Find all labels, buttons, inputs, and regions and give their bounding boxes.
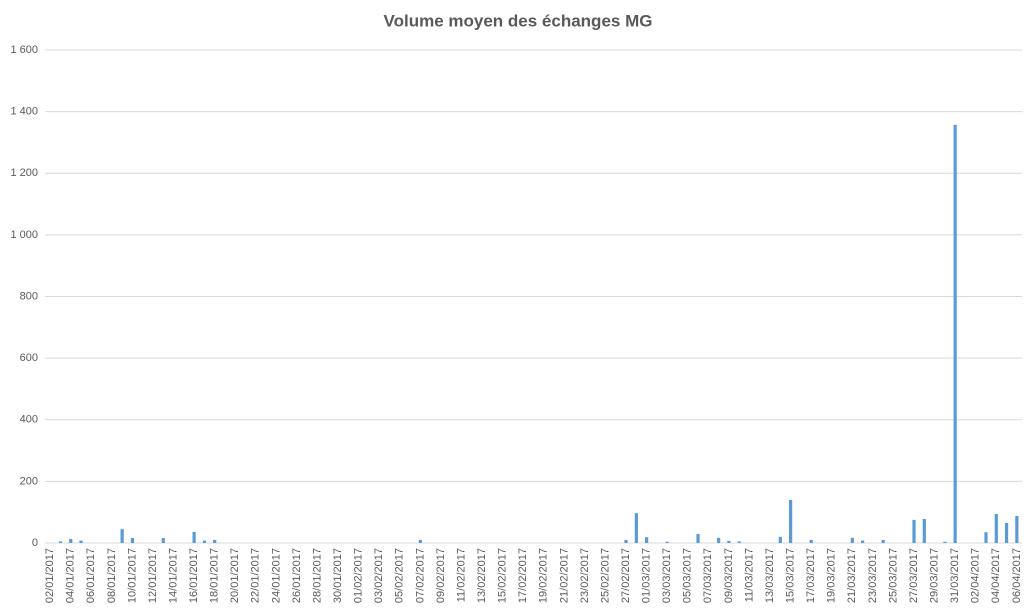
x-tick-label: 07/03/2017	[702, 548, 714, 603]
bar	[789, 499, 793, 543]
x-tick-label: 22/01/2017	[250, 548, 262, 603]
x-tick-label: 29/03/2017	[928, 548, 940, 603]
y-tick-label: 1 000	[10, 229, 38, 241]
x-tick-label: 21/02/2017	[558, 548, 570, 603]
x-tick-label: 03/02/2017	[373, 548, 385, 603]
x-tick-label: 06/04/2017	[1011, 548, 1023, 603]
bar	[696, 534, 700, 543]
x-tick-label: 11/03/2017	[743, 548, 755, 602]
bar	[881, 539, 885, 543]
bar	[778, 536, 782, 543]
x-tick-label: 05/02/2017	[394, 548, 406, 603]
chart-title: Volume moyen des échanges MG	[384, 11, 653, 30]
x-tick-label: 03/03/2017	[661, 548, 673, 603]
bar	[120, 529, 124, 543]
bar	[727, 540, 731, 543]
x-tick-label: 16/01/2017	[188, 548, 200, 603]
bar	[809, 539, 813, 543]
x-tick-label: 27/02/2017	[620, 548, 632, 603]
x-tick-label: 11/02/2017	[455, 548, 467, 602]
bar	[850, 537, 854, 543]
x-tick-label: 02/04/2017	[970, 548, 982, 603]
x-tick-label: 20/01/2017	[229, 548, 241, 603]
y-tick-label: 400	[20, 414, 38, 426]
bar	[912, 519, 916, 543]
x-tick-label: 28/01/2017	[311, 548, 323, 603]
x-tick-label: 06/01/2017	[85, 548, 97, 603]
x-tick-label: 10/01/2017	[126, 548, 138, 603]
x-tick-label: 19/02/2017	[538, 548, 550, 603]
y-tick-label: 1 200	[10, 167, 38, 179]
x-tick-label: 09/03/2017	[723, 548, 735, 603]
x-tick-label: 17/02/2017	[517, 548, 529, 603]
x-tick-label: 19/03/2017	[826, 548, 838, 603]
x-tick-label: 21/03/2017	[846, 548, 858, 603]
x-tick-label: 09/02/2017	[435, 548, 447, 603]
x-tick-label: 18/01/2017	[209, 548, 221, 603]
bar	[79, 540, 83, 543]
y-tick-label: 1 600	[10, 44, 38, 56]
x-tick-label: 01/02/2017	[353, 548, 365, 603]
x-tick-label: 04/04/2017	[990, 548, 1002, 603]
bar	[943, 541, 947, 543]
x-tick-label: 14/01/2017	[167, 548, 179, 603]
x-tick-label: 30/01/2017	[332, 548, 344, 603]
x-tick-label: 26/01/2017	[291, 548, 303, 603]
bar	[213, 539, 217, 543]
bar	[161, 538, 165, 543]
bar	[1015, 515, 1019, 543]
x-tick-label: 25/02/2017	[599, 548, 611, 603]
x-tick-label: 15/03/2017	[785, 548, 797, 603]
x-tick-label: 17/03/2017	[805, 548, 817, 603]
x-tick-label: 12/01/2017	[147, 548, 159, 603]
bar	[69, 538, 73, 543]
bar	[737, 541, 741, 543]
x-tick-label: 27/03/2017	[908, 548, 920, 603]
y-tick-label: 600	[20, 352, 38, 364]
x-tick-label: 24/01/2017	[270, 548, 282, 603]
bar	[922, 518, 926, 543]
x-tick-label: 23/03/2017	[867, 548, 879, 603]
bar	[624, 539, 628, 543]
bar	[645, 537, 649, 543]
x-tick-label: 04/01/2017	[65, 548, 77, 603]
x-tick-label: 25/03/2017	[887, 548, 899, 603]
x-tick-label: 13/02/2017	[476, 548, 488, 603]
bar	[634, 513, 638, 543]
bar	[717, 537, 721, 543]
x-tick-label: 01/03/2017	[641, 548, 653, 603]
x-tick-label: 31/03/2017	[949, 548, 961, 603]
y-tick-label: 800	[20, 290, 38, 302]
y-tick-label: 200	[20, 475, 38, 487]
x-tick-label: 23/02/2017	[579, 548, 591, 603]
bar	[860, 540, 865, 543]
x-tick-label: 13/03/2017	[764, 548, 776, 603]
bar	[58, 541, 63, 543]
bar	[994, 514, 998, 543]
bar	[1004, 522, 1009, 543]
y-tick-label: 1 400	[10, 106, 38, 118]
x-tick-label: 05/03/2017	[682, 548, 694, 603]
bar	[130, 538, 135, 543]
bar	[202, 540, 207, 543]
x-tick-label: 02/01/2017	[44, 548, 56, 603]
bar	[665, 541, 669, 543]
bar	[418, 539, 422, 543]
bar	[953, 124, 957, 543]
bar	[984, 532, 988, 543]
bar	[192, 531, 196, 543]
y-tick-label: 0	[32, 537, 38, 549]
x-tick-label: 08/01/2017	[106, 548, 118, 603]
x-tick-label: 07/02/2017	[414, 548, 426, 603]
x-tick-label: 15/02/2017	[497, 548, 509, 603]
